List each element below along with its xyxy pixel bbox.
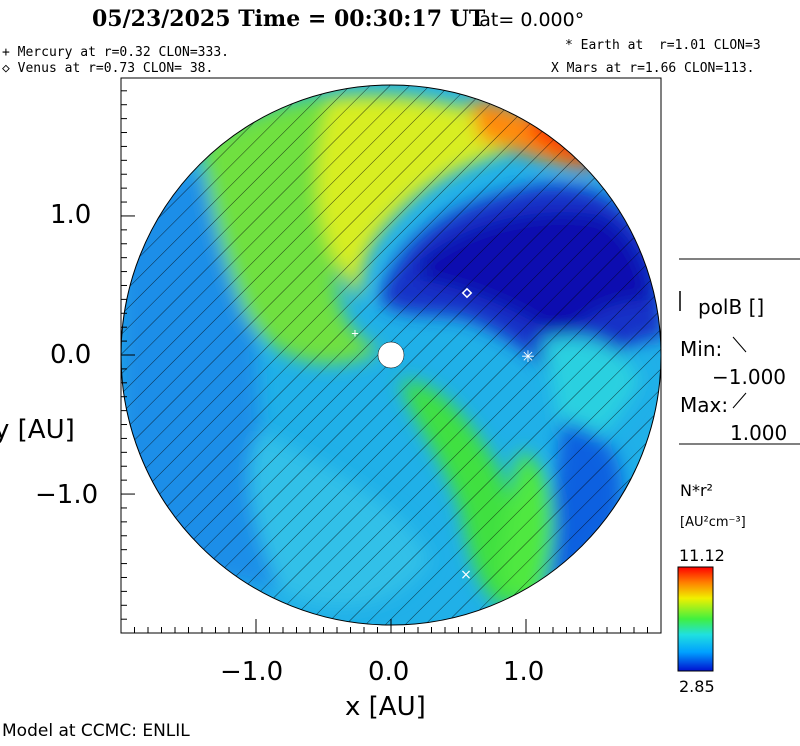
y-axis-label: y [AU]	[0, 415, 75, 445]
colorbar-units: [AU²cm⁻³]	[680, 515, 746, 530]
polarity-title: polB []	[698, 295, 765, 319]
page-title: 05/23/2025 Time = 00:30:17 UT	[92, 6, 486, 32]
x-axis-label: x [AU]	[345, 692, 426, 722]
venus-label: ◇ Venus at r=0.73 CLON= 38.	[2, 61, 214, 76]
colorbar-min: 2.85	[679, 677, 715, 696]
mercury-marker: +	[351, 326, 358, 340]
min-label: Min:	[680, 337, 723, 361]
colorbar-max: 11.12	[679, 546, 725, 565]
max-value: 1.000	[730, 421, 788, 445]
ytick-label: −1.0	[35, 480, 99, 510]
colorbar	[677, 566, 714, 672]
ytick-label: 0.0	[50, 340, 92, 370]
latitude-label: lat= 0.000°	[474, 9, 585, 31]
sun-marker	[377, 341, 405, 369]
ytick-label: 1.0	[50, 200, 92, 230]
mars-marker: ×	[460, 567, 472, 583]
min-value: −1.000	[712, 365, 787, 389]
max-label: Max:	[680, 393, 729, 417]
density-disc: + ✳ ×	[121, 85, 661, 625]
earth-marker: ✳	[521, 347, 534, 366]
xtick-label: 1.0	[503, 657, 545, 687]
earth-label: * Earth at r=1.01 CLON=3	[565, 38, 761, 53]
mars-label: X Mars at r=1.66 CLON=113.	[551, 61, 755, 76]
min-hatch-icon	[732, 336, 747, 353]
xtick-label: −1.0	[220, 657, 284, 687]
colorbar-title: N*r²	[680, 481, 713, 500]
mercury-label: + Mercury at r=0.32 CLON=333.	[2, 45, 229, 60]
max-hatch-icon	[732, 392, 747, 409]
axis-ticks	[120, 90, 662, 633]
xtick-label: 0.0	[368, 657, 410, 687]
footer-credit: Model at CCMC: ENLIL	[2, 721, 190, 741]
venus-marker	[461, 287, 473, 299]
